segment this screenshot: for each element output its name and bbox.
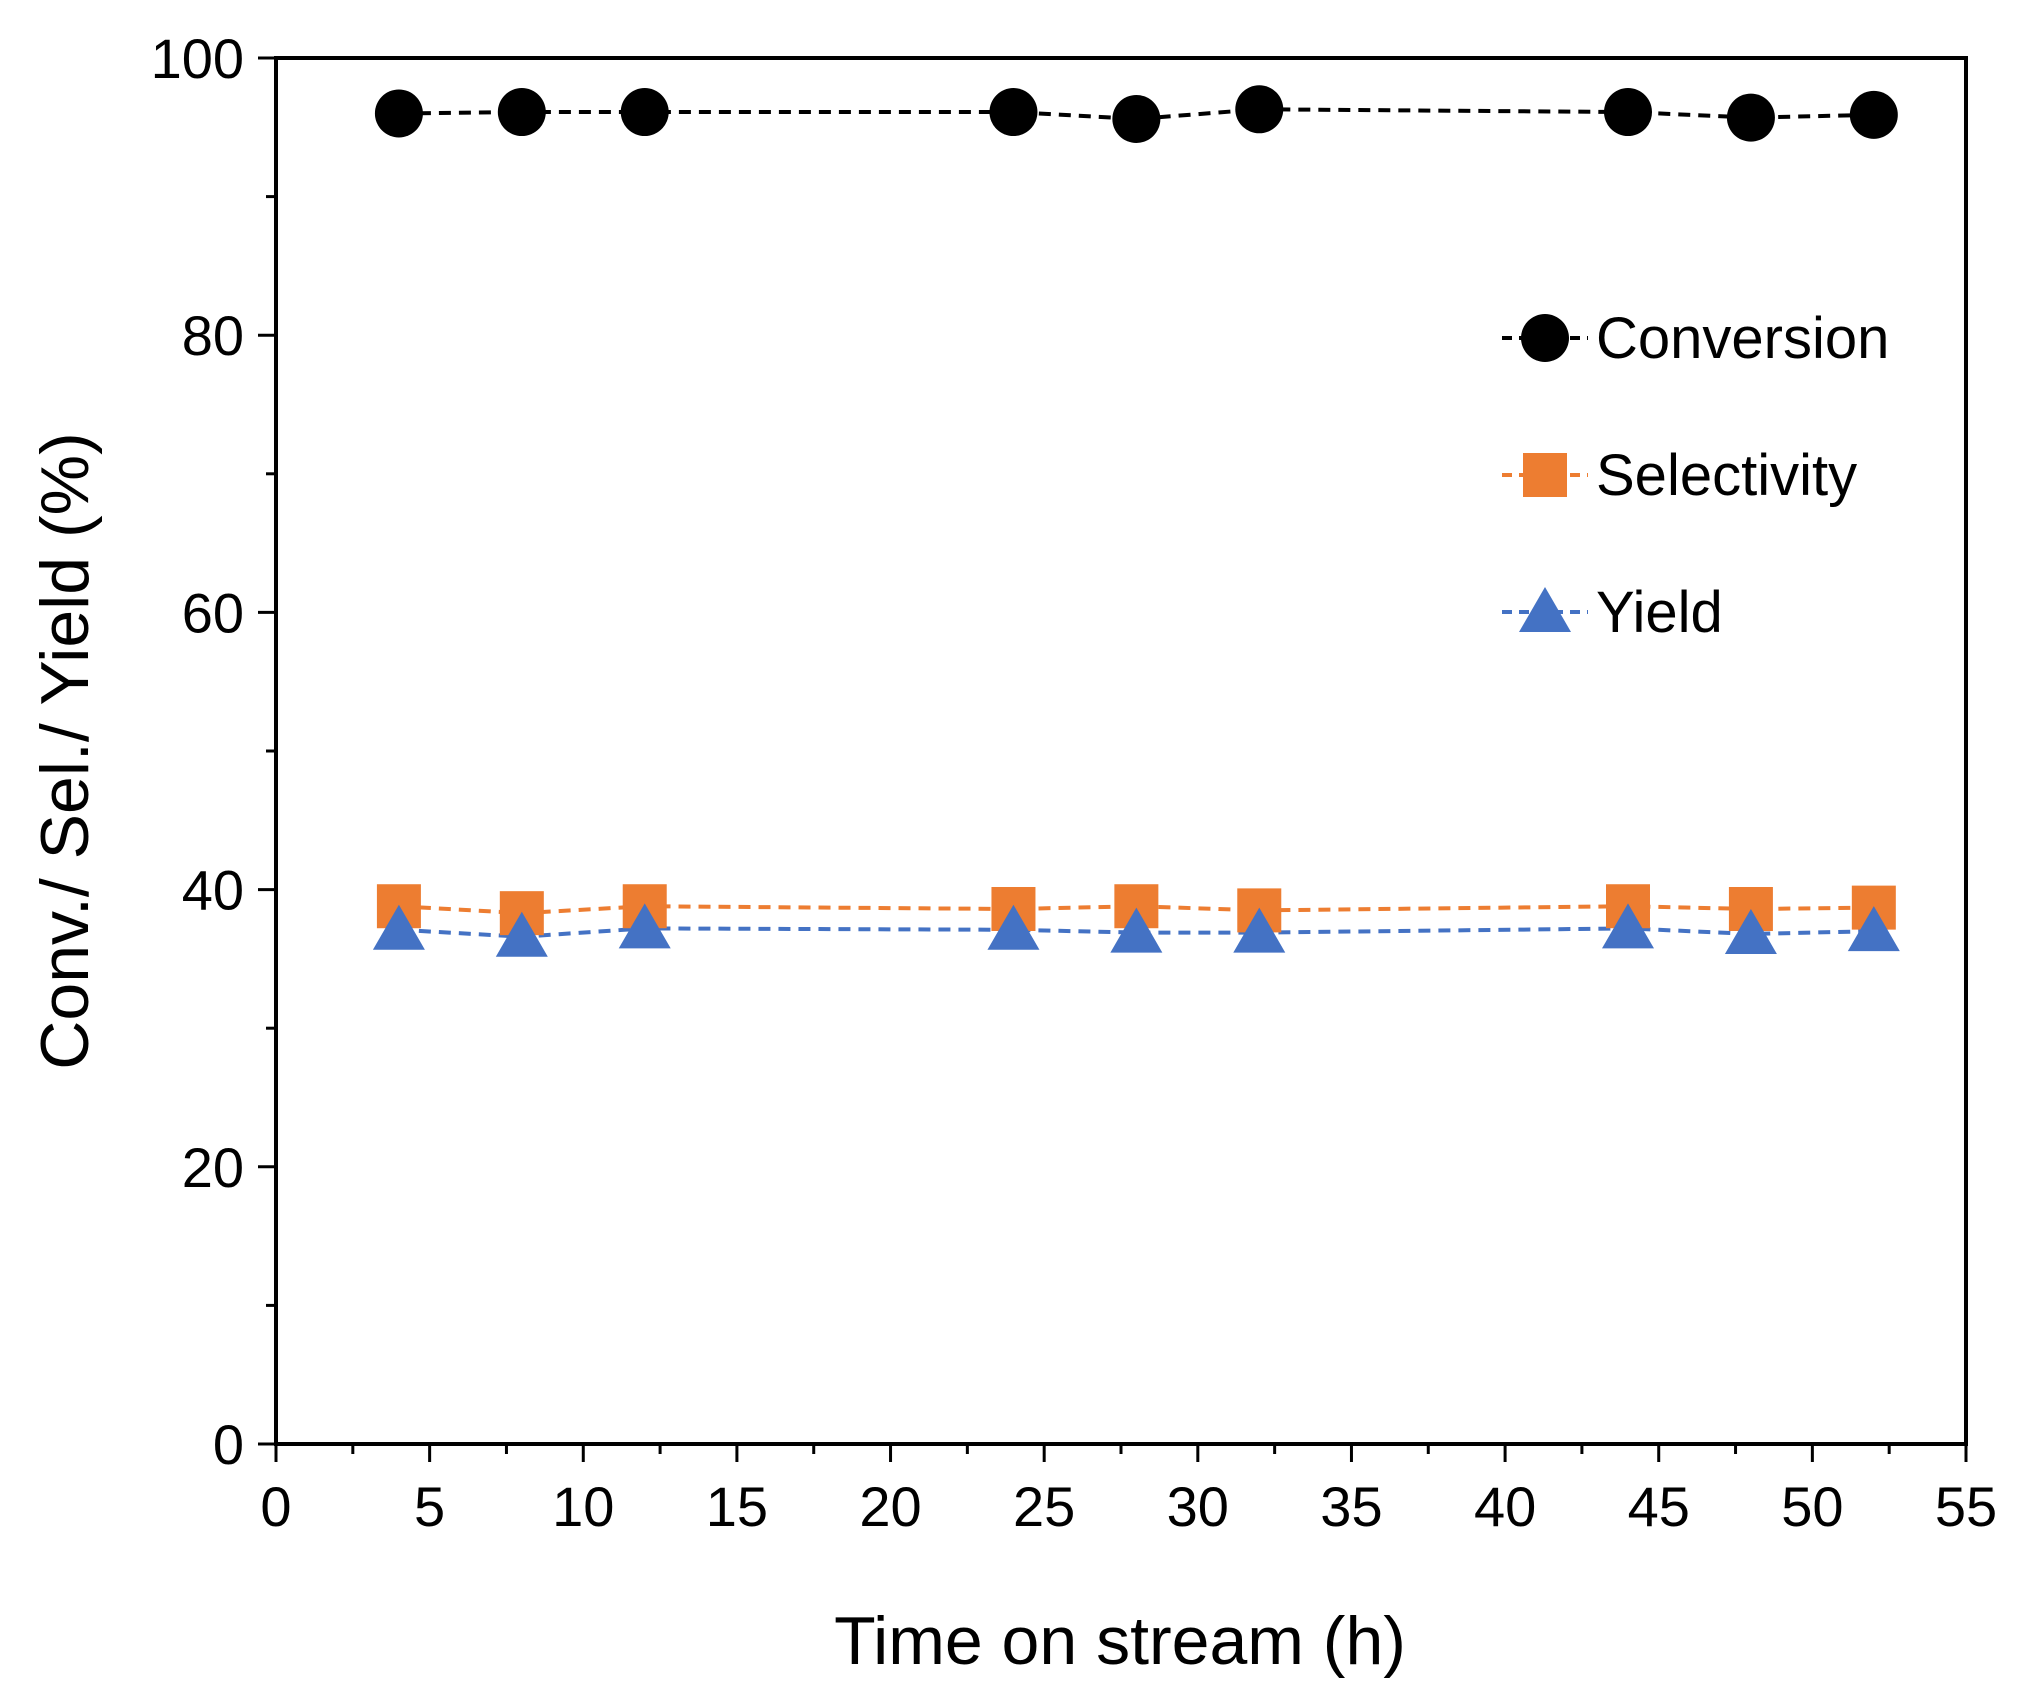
conversion-point bbox=[1112, 94, 1161, 143]
x-tick-label: 35 bbox=[1320, 1475, 1382, 1538]
y-tick-label: 0 bbox=[213, 1413, 244, 1476]
x-tick-label: 20 bbox=[859, 1475, 921, 1538]
axis-ticks bbox=[258, 56, 1968, 1462]
conversion-point bbox=[620, 88, 669, 137]
yield-point bbox=[1724, 908, 1777, 954]
x-tick-label: 25 bbox=[1013, 1475, 1075, 1538]
legend-conversion-marker bbox=[1521, 314, 1569, 362]
conversion-point bbox=[1849, 90, 1898, 139]
x-tick-label: 50 bbox=[1781, 1475, 1843, 1538]
legend-selectivity-marker bbox=[1523, 453, 1567, 497]
conversion-point bbox=[989, 88, 1038, 137]
legend-selectivity-label: Selectivity bbox=[1596, 443, 1857, 508]
conversion-point bbox=[497, 88, 546, 137]
y-tick-label: 40 bbox=[182, 859, 244, 922]
yield-point bbox=[987, 904, 1040, 950]
legend-yield-marker bbox=[1519, 587, 1571, 632]
conversion-point bbox=[1604, 88, 1652, 137]
y-tick-label: 80 bbox=[182, 304, 244, 367]
x-tick-label: 55 bbox=[1935, 1475, 1997, 1538]
x-tick-label: 0 bbox=[260, 1475, 291, 1538]
yield-point bbox=[1233, 907, 1286, 953]
conversion-line bbox=[398, 107, 1874, 121]
yield-point bbox=[1110, 907, 1163, 953]
tick-labels: 0 5 10 15 20 25 30 35 40 45 50 55 0 20 40 60 80 100 bbox=[151, 27, 1998, 1538]
y-tick-label: 60 bbox=[182, 581, 244, 644]
selectivity-line bbox=[398, 904, 1874, 916]
conversion-point bbox=[1235, 85, 1284, 134]
yield-point bbox=[618, 903, 671, 949]
x-tick-label: 30 bbox=[1167, 1475, 1229, 1538]
legend-conversion-label: Conversion bbox=[1596, 306, 1889, 371]
x-tick-label: 15 bbox=[706, 1475, 768, 1538]
series-markers bbox=[372, 85, 1900, 957]
plot-area bbox=[274, 56, 1968, 1446]
series-lines bbox=[398, 107, 1874, 939]
legend: Conversion Selectivity Yield bbox=[1502, 306, 1889, 645]
legend-yield-label: Yield bbox=[1596, 580, 1723, 645]
x-tick-label: 5 bbox=[414, 1475, 445, 1538]
x-tick-label: 40 bbox=[1474, 1475, 1536, 1538]
x-tick-label: 10 bbox=[552, 1475, 614, 1538]
y-axis-title: Conv./ Sel./ Yield (%) bbox=[27, 432, 103, 1069]
yield-point bbox=[495, 911, 548, 957]
y-tick-label: 20 bbox=[182, 1136, 244, 1199]
x-axis-title: Time on stream (h) bbox=[834, 1603, 1406, 1679]
yield-line bbox=[398, 926, 1874, 939]
y-tick-label: 100 bbox=[151, 27, 244, 90]
x-tick-label: 45 bbox=[1628, 1475, 1690, 1538]
yield-point bbox=[1602, 903, 1654, 949]
conversion-point bbox=[374, 89, 423, 138]
conversion-point bbox=[1726, 93, 1775, 142]
yield-point bbox=[1847, 906, 1900, 952]
yield-point bbox=[372, 904, 425, 950]
